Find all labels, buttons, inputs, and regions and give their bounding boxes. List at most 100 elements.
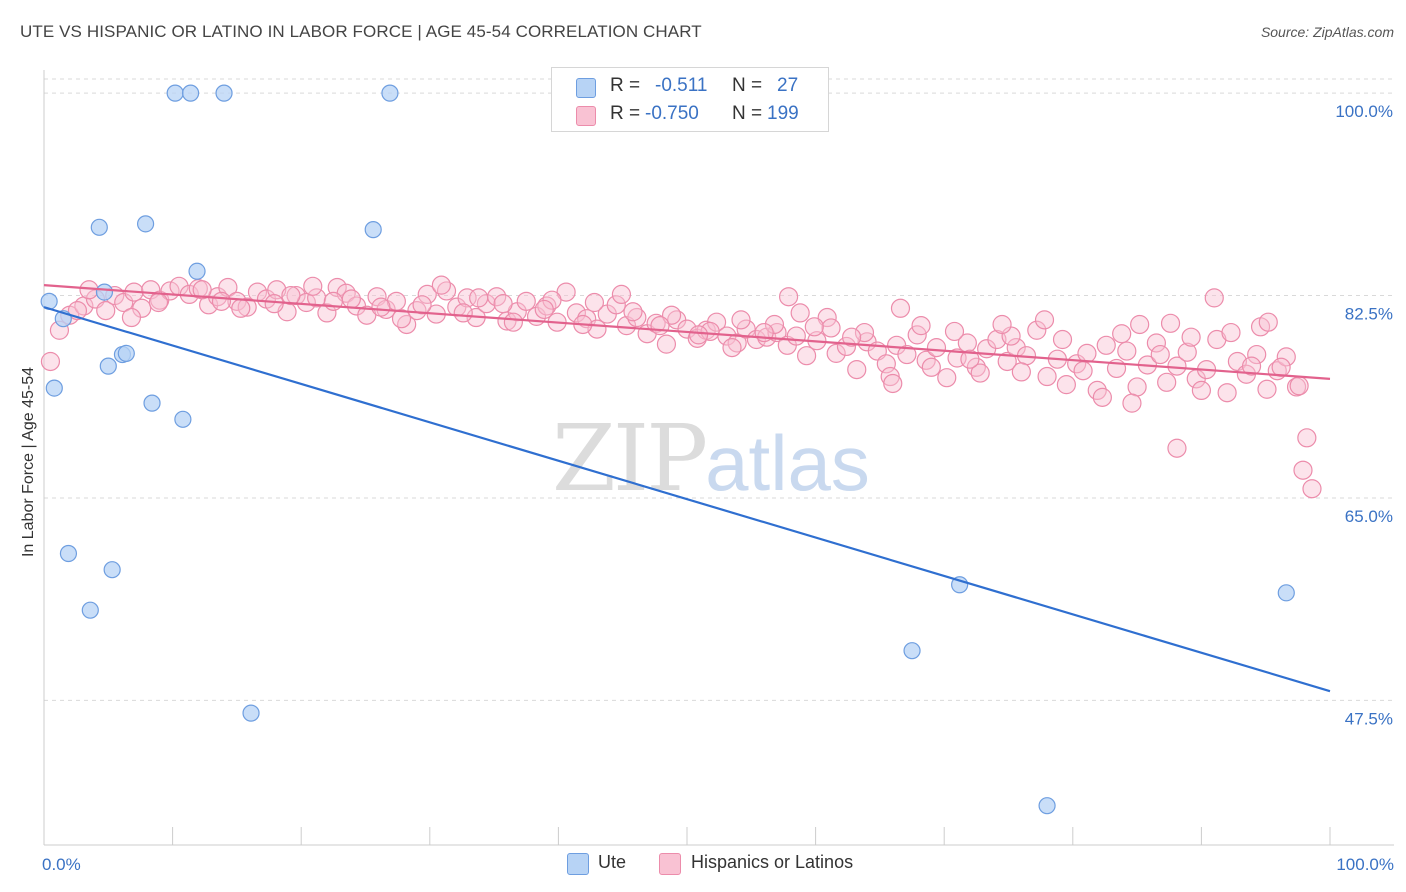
hispanic-point [114, 292, 134, 313]
hispanic-point [926, 338, 947, 358]
hispanic-point [731, 310, 751, 330]
hispanic-point [960, 349, 980, 369]
trend-lines [43, 284, 1331, 693]
hispanic-point [706, 312, 727, 332]
hispanic-point [623, 302, 643, 322]
ute-point [242, 704, 260, 722]
watermark-atlas: atlas [705, 419, 870, 507]
hispanic-point [1157, 372, 1177, 392]
y-tick-label: 65.0% [1345, 507, 1393, 526]
ute-point [174, 410, 192, 428]
hispanic-point [317, 303, 337, 323]
hispanic-point [1293, 460, 1313, 480]
hispanic-point [1150, 344, 1170, 365]
hispanic-point [1117, 341, 1137, 361]
legend-row-hispanic: R = -0.750 N = 199 [552, 100, 828, 130]
hispanic-point [804, 317, 824, 337]
hispanic-point [417, 284, 437, 305]
hispanic-trend-line [43, 284, 1331, 380]
hispanic-point [876, 354, 896, 374]
hispanic-point [1181, 327, 1201, 347]
hispanic-point [1112, 324, 1132, 344]
hispanic-point [534, 299, 554, 320]
ute-point [364, 221, 382, 239]
hispanic-point [1204, 288, 1224, 308]
hispanic-point [264, 294, 284, 314]
ute-trend-line [43, 306, 1331, 693]
hispanic-point [821, 318, 841, 338]
chart-title: UTE VS HISPANIC OR LATINO IN LABOR FORCE… [20, 22, 702, 41]
hispanic-point [469, 288, 489, 308]
hispanic-point [847, 359, 867, 380]
hispanic-point [997, 351, 1017, 372]
legend-r-value: -0.750 [645, 103, 699, 124]
y-tick-label: 47.5% [1345, 709, 1393, 728]
hispanic-point [391, 309, 412, 329]
hispanic-point [944, 321, 965, 342]
hispanic-point [436, 281, 457, 301]
hispanic-point [1160, 313, 1181, 333]
hispanic-point [1257, 379, 1277, 399]
y-tick-label: 100.0% [1335, 102, 1393, 121]
y-axis-title: In Labor Force | Age 45-54 [20, 366, 37, 558]
hispanic-point [1011, 362, 1031, 382]
hispanic-point [1034, 310, 1055, 330]
hispanic-point [303, 276, 323, 296]
y-axis-title-wrap: In Labor Force | Age 45-54 [18, 0, 40, 892]
legend-r-label: R = [610, 75, 641, 96]
hispanic-point [842, 327, 862, 347]
hispanic-point [937, 368, 957, 388]
ute-point [188, 262, 206, 280]
ute-point [215, 84, 233, 102]
hispanic-point [231, 298, 251, 318]
hispanic-point [1221, 322, 1241, 343]
hispanic-point [736, 319, 756, 339]
ute-points [40, 84, 1295, 815]
ute-point [143, 394, 161, 412]
ute-point [381, 84, 399, 102]
hispanic-point [688, 325, 709, 345]
hispanic-point [1037, 366, 1057, 387]
ute-point [103, 561, 121, 579]
hispanic-point [431, 275, 451, 295]
hispanic-point [457, 288, 477, 308]
hispanic-point [897, 344, 917, 365]
hispanic-point [911, 316, 931, 336]
hispanic-point [96, 300, 116, 321]
hispanic-point [1122, 393, 1142, 413]
hispanic-point [397, 314, 417, 335]
ute-point [40, 292, 58, 310]
ute-point [182, 84, 200, 102]
legend-n-label: N = [732, 75, 763, 96]
hispanic-point [1127, 377, 1147, 397]
hispanic-point [907, 325, 927, 345]
hispanic-point [656, 334, 677, 354]
ute-point [1038, 797, 1056, 815]
y-tick-label: 82.5% [1345, 305, 1393, 324]
ute-point [117, 344, 135, 362]
hispanic-point [786, 326, 806, 346]
hispanic-point [826, 343, 846, 363]
hispanic-point [1027, 320, 1047, 340]
ute-point [1277, 584, 1295, 602]
hispanic-point [341, 289, 361, 309]
legend-swatch-ute [576, 78, 596, 98]
hispanic-point [211, 291, 232, 311]
hispanic-point [237, 297, 257, 317]
ute-point [99, 357, 117, 375]
hispanic-point [516, 291, 536, 311]
hispanic-point [854, 322, 875, 343]
hispanic-point [1096, 335, 1116, 355]
hispanic-point [611, 284, 632, 305]
hispanic-point [281, 285, 301, 306]
grid-lines [44, 78, 1394, 701]
hispanic-point [970, 363, 990, 383]
hispanic-point [1271, 357, 1291, 377]
hispanic-point [1276, 347, 1296, 367]
hispanic-point [987, 329, 1007, 350]
hispanic-point [1302, 479, 1322, 499]
hispanic-point [650, 316, 670, 336]
axes [43, 70, 1394, 846]
hispanic-point [1130, 314, 1150, 335]
watermark: ZIPatlas [552, 405, 870, 512]
